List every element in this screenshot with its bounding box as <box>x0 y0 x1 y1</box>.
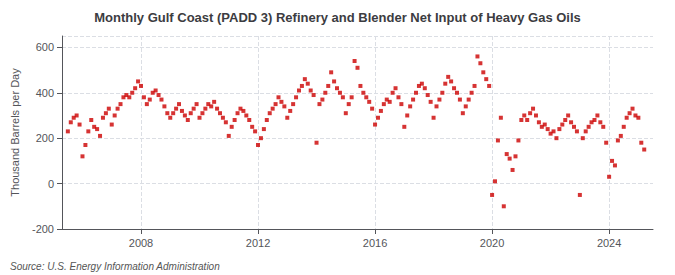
svg-text:Thousand Barrels per Day: Thousand Barrels per Day <box>9 68 21 197</box>
svg-text:-200: -200 <box>32 223 54 235</box>
svg-text:2012: 2012 <box>246 237 270 249</box>
svg-text:Monthly Gulf Coast (PADD 3) Re: Monthly Gulf Coast (PADD 3) Refinery and… <box>94 10 581 25</box>
svg-text:400: 400 <box>36 87 54 99</box>
svg-text:2024: 2024 <box>597 237 621 249</box>
svg-text:600: 600 <box>36 41 54 53</box>
svg-text:Source: U.S. Energy Informatio: Source: U.S. Energy Information Administ… <box>10 261 220 272</box>
svg-text:2016: 2016 <box>363 237 387 249</box>
svg-text:200: 200 <box>36 132 54 144</box>
svg-text:2020: 2020 <box>480 237 504 249</box>
svg-text:0: 0 <box>48 178 54 190</box>
svg-text:2008: 2008 <box>129 237 153 249</box>
